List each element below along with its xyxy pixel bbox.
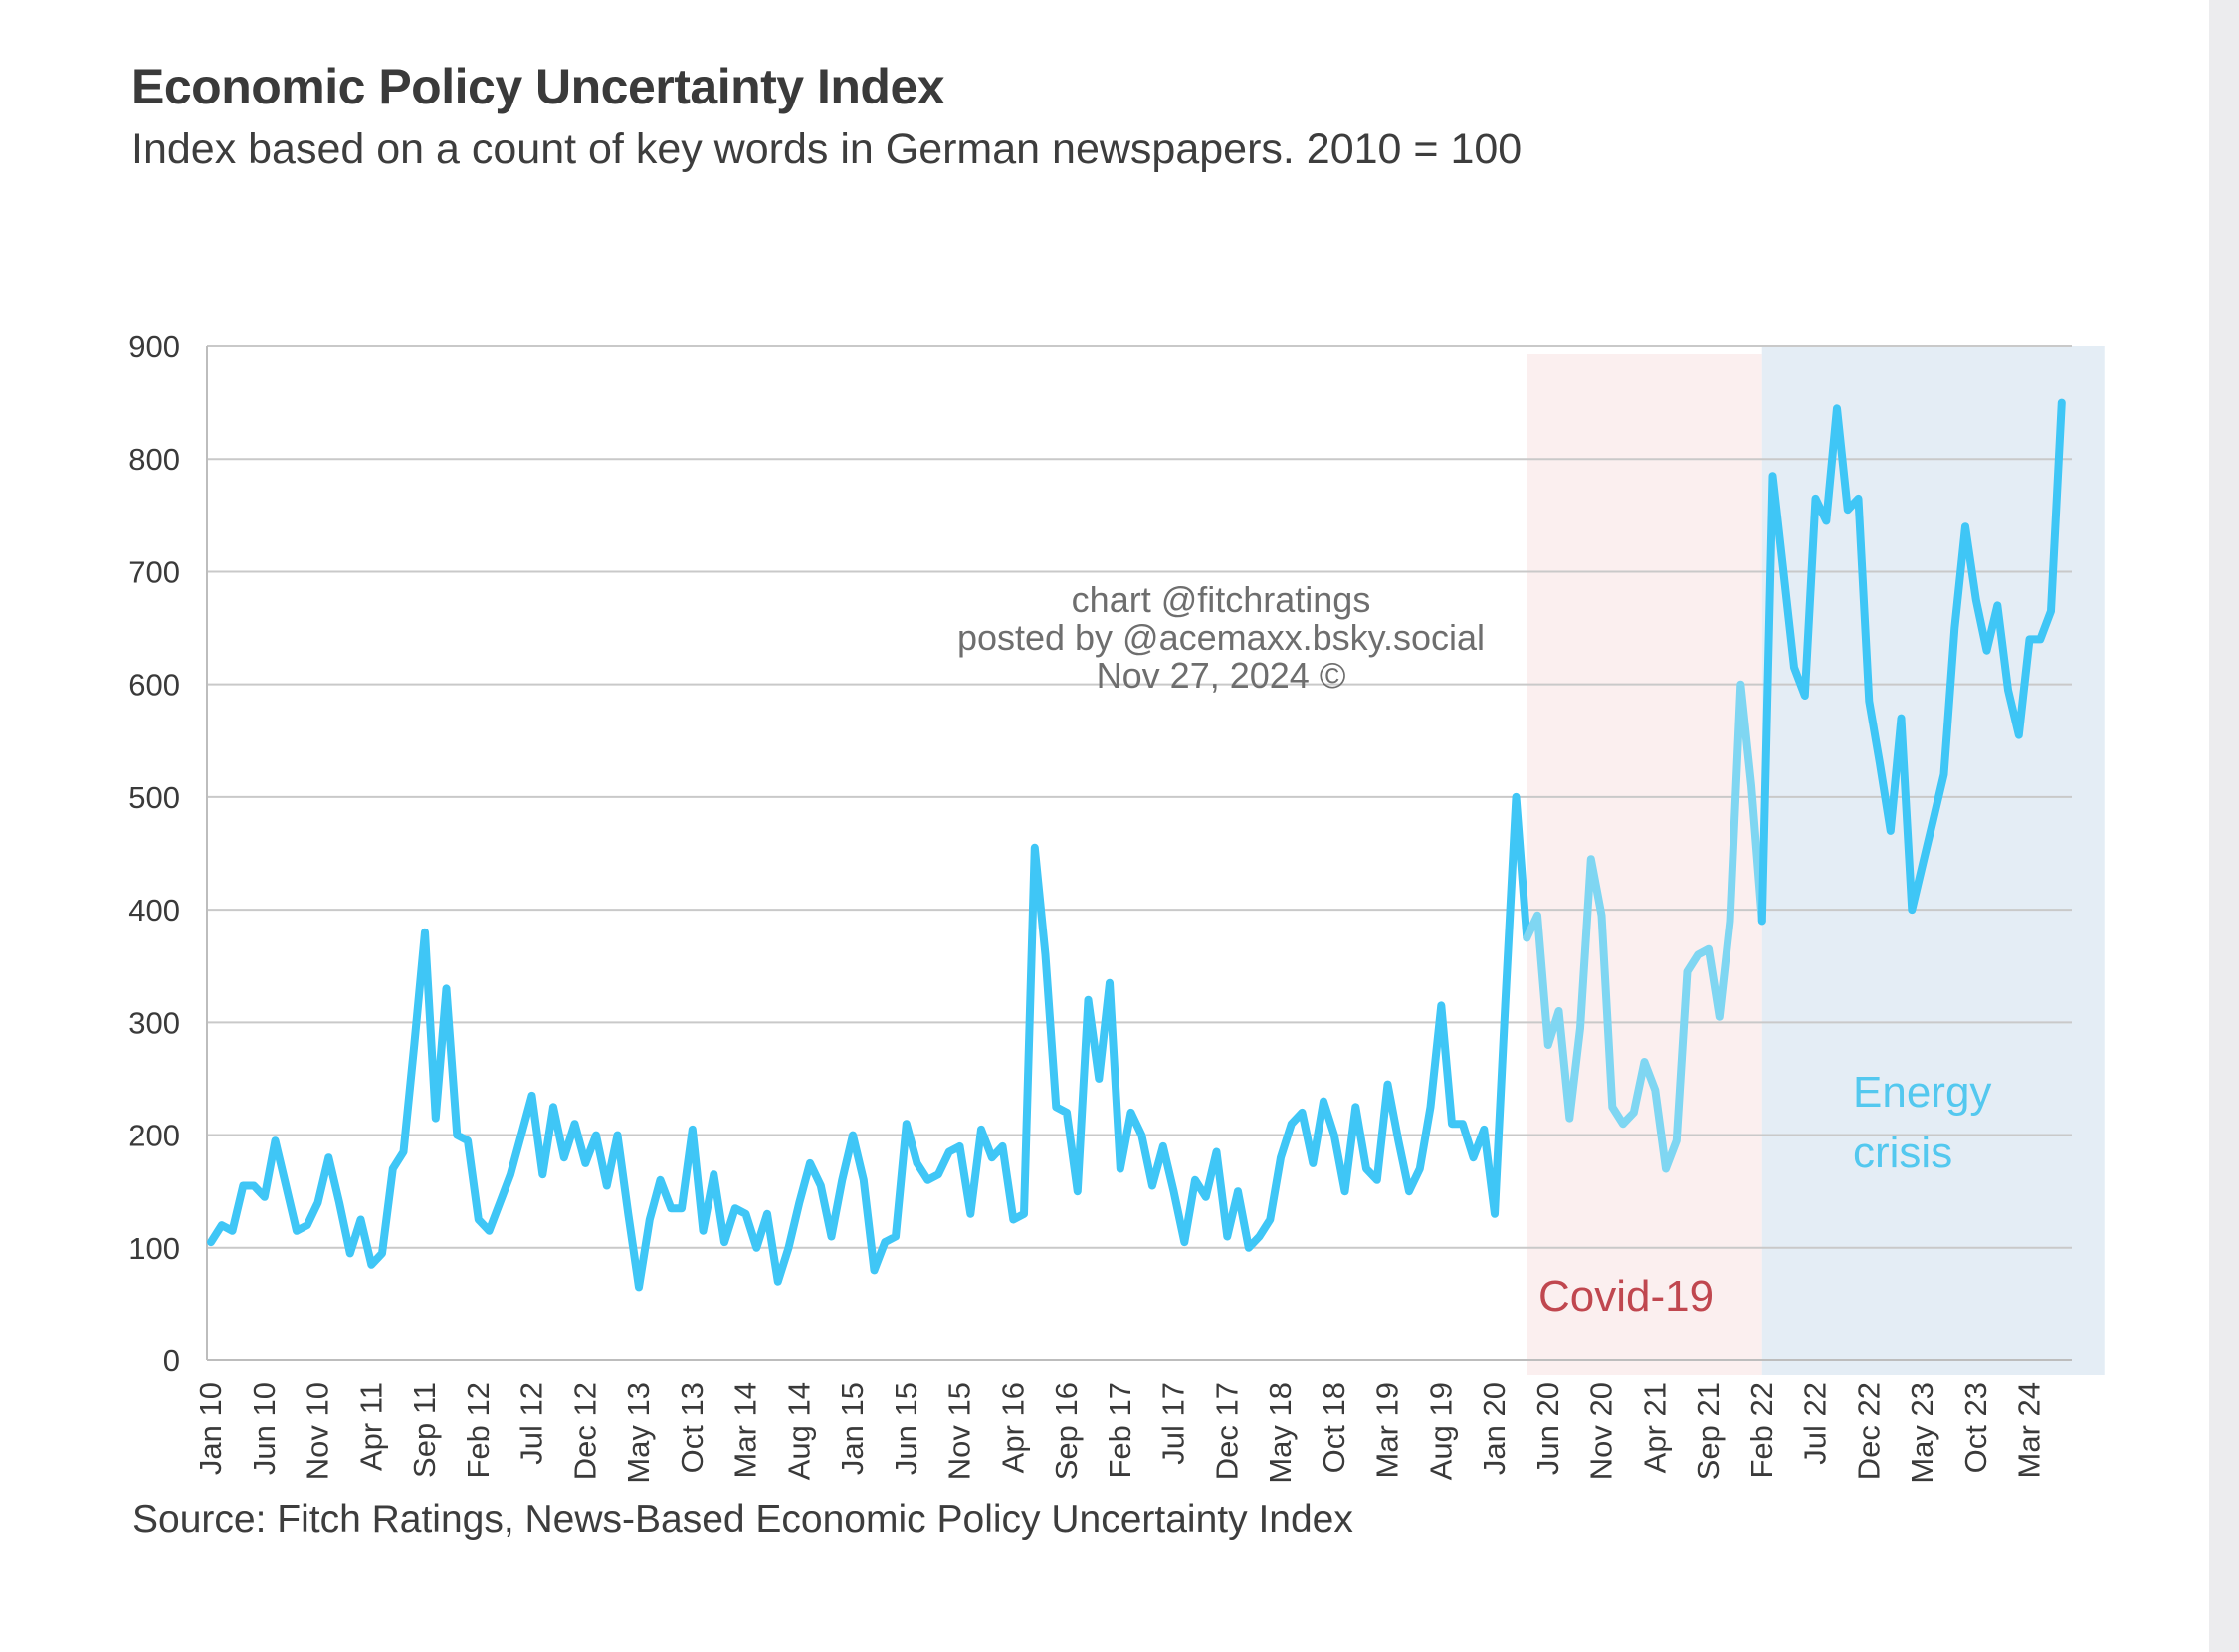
watermark-line: chart @fitchratings <box>1072 579 1371 620</box>
shaded-region-covid <box>1527 354 1762 1375</box>
series-line-pre-covid <box>207 792 1531 1292</box>
series-line-covid <box>1523 680 1766 1173</box>
x-tick-label: Mar 24 <box>2012 1382 2047 1478</box>
x-tick-label: Dec 12 <box>567 1382 602 1480</box>
x-tick-label: Aug 14 <box>781 1382 816 1480</box>
watermark-line: Nov 27, 2024 © <box>1097 655 1346 696</box>
y-tick-label: 800 <box>128 442 180 477</box>
x-tick-label: Jan 10 <box>193 1382 228 1475</box>
x-tick-label: Apr 11 <box>353 1382 388 1471</box>
x-tick-label: Jun 15 <box>889 1382 923 1475</box>
x-tick-label: Nov 15 <box>942 1382 977 1480</box>
x-tick-label: Nov 10 <box>301 1382 335 1480</box>
region-label-energy: crisis <box>1853 1129 1952 1177</box>
x-tick-label: May 18 <box>1263 1382 1298 1484</box>
x-tick-label: Oct 13 <box>675 1382 710 1473</box>
y-tick-label: 0 <box>163 1343 180 1378</box>
y-tick-label: 400 <box>128 893 180 928</box>
x-tick-label: May 23 <box>1905 1382 1939 1484</box>
y-tick-label: 200 <box>128 1119 180 1153</box>
y-tick-label: 700 <box>128 554 180 589</box>
x-tick-label: Jul 17 <box>1156 1382 1191 1465</box>
y-tick-label: 100 <box>128 1231 180 1266</box>
x-tick-label: Oct 23 <box>1958 1382 1993 1473</box>
x-tick-label: Mar 14 <box>728 1382 763 1478</box>
x-tick-label: Apr 16 <box>995 1382 1030 1473</box>
series-line-energy <box>1757 398 2066 926</box>
x-tick-label: Jun 20 <box>1530 1382 1565 1475</box>
shaded-region-energy <box>1761 346 2105 1375</box>
x-tick-label: Aug 19 <box>1423 1382 1458 1480</box>
region-label-covid: Covid-19 <box>1538 1272 1714 1321</box>
page-edge <box>2209 0 2239 1652</box>
x-tick-label: Sep 16 <box>1049 1382 1084 1480</box>
x-tick-label: Jan 15 <box>835 1382 870 1475</box>
x-tick-label: Apr 21 <box>1637 1382 1672 1473</box>
region-label-energy: Energy <box>1853 1068 1991 1117</box>
x-tick-label: Sep 11 <box>407 1382 442 1478</box>
x-tick-label: Jan 20 <box>1477 1382 1512 1475</box>
x-tick-label: Jul 22 <box>1798 1382 1833 1465</box>
x-tick-label: Nov 20 <box>1584 1382 1619 1480</box>
chart-title: Economic Policy Uncertainty Index <box>131 59 945 114</box>
y-tick-label: 900 <box>128 329 180 364</box>
y-tick-label: 500 <box>128 780 180 815</box>
x-tick-label: Jun 10 <box>247 1382 282 1475</box>
x-tick-label: Feb 22 <box>1744 1382 1779 1479</box>
watermark-line: posted by @acemaxx.bsky.social <box>957 617 1485 658</box>
x-tick-label: Dec 17 <box>1209 1382 1244 1480</box>
chart-subtitle: Index based on a count of key words in G… <box>131 125 1523 173</box>
x-tick-label: Jul 12 <box>514 1382 549 1465</box>
x-tick-label: May 13 <box>621 1382 656 1484</box>
source-note: Source: Fitch Ratings, News-Based Econom… <box>132 1498 1353 1541</box>
x-tick-label: Dec 22 <box>1851 1382 1886 1480</box>
x-tick-label: Oct 18 <box>1317 1382 1351 1473</box>
x-tick-label: Mar 19 <box>1370 1382 1405 1478</box>
x-tick-label: Sep 21 <box>1691 1382 1726 1480</box>
x-tick-label: Feb 12 <box>461 1382 496 1479</box>
x-tick-label: Feb 17 <box>1103 1382 1137 1479</box>
y-tick-label: 600 <box>128 668 180 703</box>
y-tick-label: 300 <box>128 1005 180 1040</box>
